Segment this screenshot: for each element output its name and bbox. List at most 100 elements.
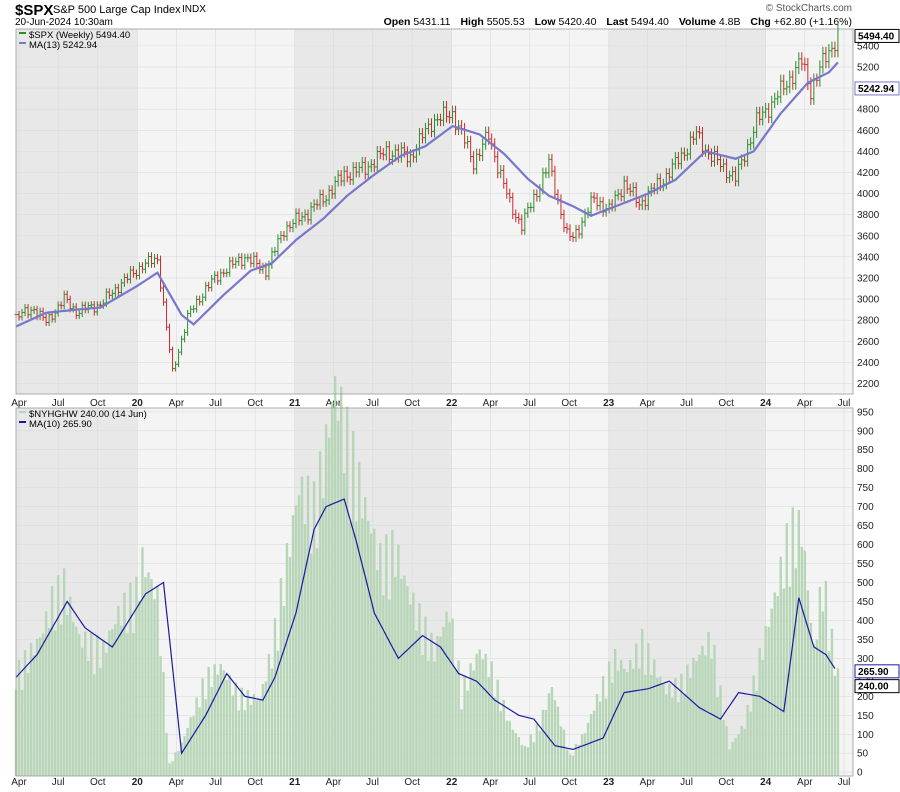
breadth-bar: [288, 556, 292, 776]
breadth-bar: [41, 633, 45, 776]
price-y-tick-label: 4400: [857, 147, 880, 158]
breadth-bar: [195, 697, 198, 776]
breadth-x-tick-label: 23: [603, 777, 615, 788]
breadth-bar: [376, 570, 379, 776]
breadth-bar: [171, 761, 174, 776]
price-y-tick-label: 2600: [857, 337, 880, 348]
price-last-tag-label: 5494.40: [858, 31, 895, 42]
brand-link[interactable]: © StockCharts.com: [765, 3, 852, 14]
breadth-bar: [32, 655, 36, 776]
price-x-tick-label: Apr: [797, 398, 813, 409]
breadth-bar: [752, 675, 755, 776]
price-y-tick-label: 4200: [857, 168, 880, 179]
breadth-x-tick-label: Jul: [838, 777, 851, 788]
breadth-bar: [704, 655, 707, 776]
price-y-tick-label: 2800: [857, 316, 880, 327]
low-label: Low: [534, 16, 556, 28]
last-label: Last: [606, 16, 628, 28]
breadth-x-tick-label: Jul: [209, 777, 222, 788]
price-y-tick-label: 2200: [857, 379, 880, 390]
breadth-y-tick-label: 650: [857, 521, 874, 532]
breadth-bar: [370, 533, 373, 776]
price-y-tick-label: 4600: [857, 126, 880, 137]
breadth-bar: [749, 711, 752, 776]
breadth-bar: [312, 481, 316, 776]
breadth-bar: [261, 683, 265, 776]
price-panel-year-shade: [608, 29, 766, 394]
breadth-bar: [240, 687, 244, 776]
breadth-bar: [147, 572, 150, 776]
breadth-bar: [78, 634, 81, 776]
breadth-bar: [90, 631, 93, 776]
breadth-bar: [665, 694, 668, 776]
breadth-bar: [607, 661, 611, 776]
breadth-bar: [782, 588, 785, 776]
breadth-bar: [198, 707, 201, 776]
price-x-tick-label: Apr: [640, 398, 656, 409]
breadth-bar: [442, 626, 445, 776]
breadth-bar: [189, 717, 192, 776]
breadth-bar: [635, 643, 638, 776]
breadth-bar: [174, 752, 177, 776]
breadth-bar: [252, 693, 256, 776]
breadth-x-tick-label: Oct: [718, 777, 734, 788]
price-x-tick-label: Jul: [52, 398, 65, 409]
breadth-bar: [273, 618, 277, 776]
breadth-x-tick-label: Apr: [169, 777, 185, 788]
breadth-bar: [677, 702, 680, 776]
breadth-bar: [99, 668, 102, 776]
breadth-bar: [243, 710, 247, 776]
breadth-y-tick-label: 950: [857, 407, 874, 418]
breadth-bar: [728, 749, 731, 776]
breadth-bar: [279, 577, 283, 776]
price-x-tick-label: Oct: [247, 398, 263, 409]
breadth-bar: [355, 521, 358, 776]
breadth-bar: [225, 679, 228, 776]
breadth-x-tick-label: 22: [446, 777, 458, 788]
breadth-x-tick-label: Apr: [797, 777, 813, 788]
breadth-bar: [529, 734, 533, 776]
breadth-bar: [589, 713, 593, 776]
breadth-bar: [553, 700, 557, 776]
breadth-bar: [439, 636, 442, 776]
breadth-bar: [84, 631, 87, 776]
breadth-bar: [87, 660, 90, 776]
breadth-bar: [219, 663, 222, 776]
breadth-bar: [574, 743, 578, 776]
breadth-bar: [38, 637, 42, 776]
breadth-bar: [75, 626, 78, 776]
breadth-bar: [457, 660, 460, 776]
breadth-bar: [490, 661, 493, 776]
last-value: 5494.40: [630, 16, 669, 28]
breadth-bar: [336, 420, 340, 776]
price-x-tick-label: Jul: [523, 398, 536, 409]
breadth-bar: [632, 668, 635, 776]
price-x-tick-label: Jul: [209, 398, 222, 409]
breadth-bar: [653, 659, 656, 776]
breadth-bar: [616, 670, 620, 776]
open-value: 5431.11: [413, 16, 451, 28]
price-x-tick-label: Jul: [366, 398, 379, 409]
symbol-title: $SPX: [15, 2, 54, 19]
breadth-bar: [638, 668, 641, 776]
price-x-tick-label: Jul: [680, 398, 693, 409]
breadth-bar: [571, 755, 575, 776]
breadth-bar: [662, 683, 665, 776]
breadth-bar: [508, 720, 511, 776]
breadth-bar: [135, 576, 138, 776]
breadth-y-tick-label: 100: [857, 730, 874, 741]
breadth-bar: [505, 720, 508, 776]
price-x-tick-label: 24: [760, 398, 772, 409]
breadth-bar: [719, 685, 722, 776]
breadth-bar: [81, 647, 84, 776]
breadth-bar: [345, 406, 349, 776]
breadth-bar: [514, 733, 517, 776]
quote-summary: Open 5431.11 High 5505.53 Low 5420.40 La…: [384, 16, 852, 28]
breadth-bar: [234, 682, 237, 776]
breadth-y-tick-label: 200: [857, 692, 874, 703]
breadth-bar: [502, 699, 505, 776]
breadth-x-tick-label: Jul: [680, 777, 693, 788]
breadth-bar: [686, 664, 689, 776]
breadth-x-tick-label: 21: [289, 777, 301, 788]
breadth-bar: [740, 725, 743, 776]
